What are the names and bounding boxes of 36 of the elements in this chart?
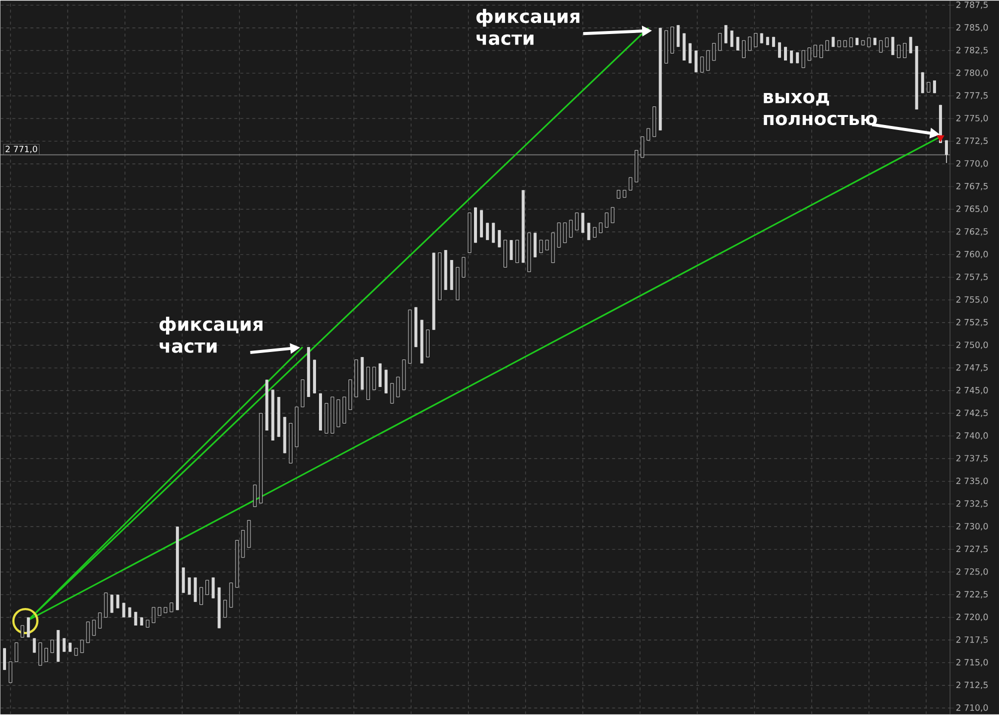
y-tick-label: 2 725,0 — [956, 568, 988, 576]
y-tick-label: 2 712,5 — [956, 682, 988, 689]
y-tick-label: 2 752,5 — [956, 318, 988, 326]
y-tick-label: 2 737,5 — [956, 454, 988, 462]
y-tick-label: 2 750,0 — [956, 341, 988, 349]
y-tick-label: 2 785,0 — [956, 24, 988, 32]
y-tick-label: 2 735,0 — [956, 478, 988, 485]
y-tick-label: 2 772,5 — [956, 137, 988, 145]
annotation: фиксация части — [160, 316, 262, 353]
y-tick-label: 2 732,5 — [956, 500, 988, 508]
y-tick-label: 2 780,0 — [956, 69, 988, 77]
y-tick-label: 2 740,0 — [956, 432, 988, 440]
y-tick-label: 2 710,0 — [956, 704, 988, 712]
y-tick-label: 2 765,0 — [956, 205, 988, 213]
annotation: выход полностью — [764, 92, 877, 126]
y-tick-label: 2 720,0 — [956, 614, 988, 621]
y-tick-label: 2 715,0 — [956, 658, 988, 666]
ref-line-label: 2 771,0 — [6, 146, 38, 154]
y-tick-label: 2 755,0 — [956, 296, 988, 304]
y-tick-label: 2 742,5 — [956, 410, 988, 417]
y-tick-label: 2 767,5 — [956, 182, 988, 190]
y-tick-label: 2 787,5 — [956, 1, 988, 9]
y-tick-label: 2 775,0 — [956, 114, 988, 122]
y-tick-label: 2 760,0 — [956, 250, 988, 258]
y-tick-label: 2 717,5 — [956, 636, 988, 644]
y-tick-label: 2 762,5 — [956, 228, 988, 236]
y-tick-label: 2 727,5 — [956, 546, 988, 553]
y-tick-label: 2 747,5 — [956, 364, 988, 372]
annotation: фиксация части — [476, 8, 580, 45]
y-tick-label: 2 777,5 — [956, 92, 988, 100]
y-tick-label: 2 757,5 — [956, 273, 988, 281]
y-tick-label: 2 722,5 — [956, 590, 988, 598]
y-tick-label: 2 770,0 — [956, 160, 988, 168]
y-tick-label: 2 782,5 — [956, 46, 988, 54]
y-tick-label: 2 745,0 — [956, 386, 988, 394]
y-tick-label: 2 730,0 — [956, 522, 988, 530]
